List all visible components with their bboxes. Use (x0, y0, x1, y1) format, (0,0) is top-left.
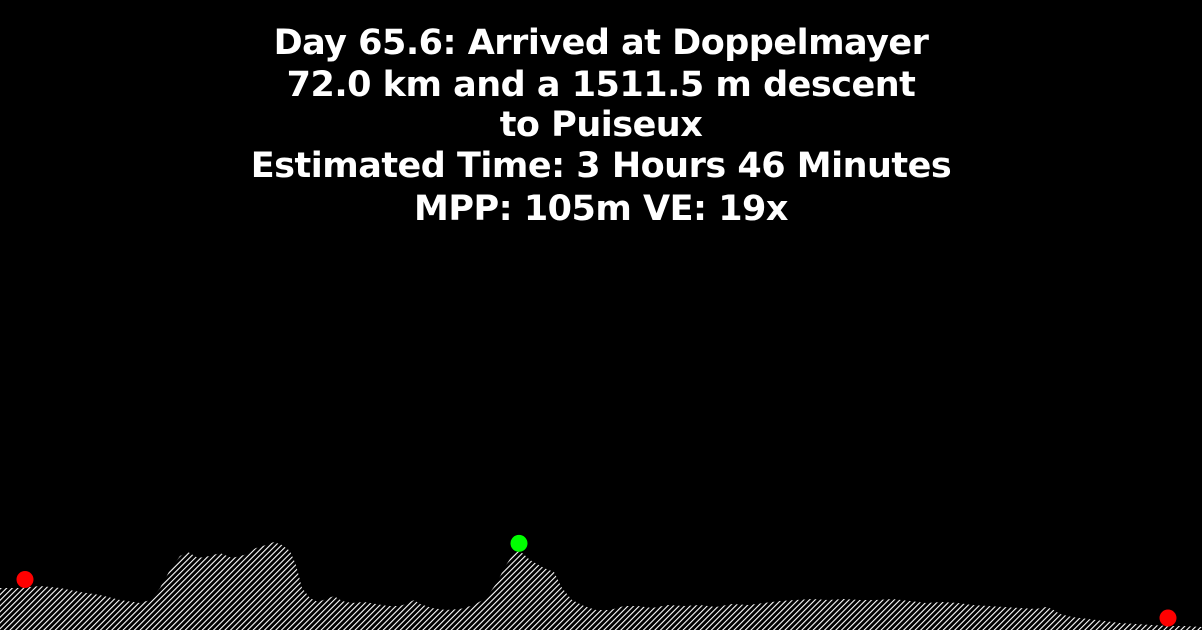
end-marker (1159, 609, 1177, 627)
start-marker (16, 571, 34, 588)
headline: Day 65.6: Arrived at Doppelmayer 72.0 km… (0, 22, 1202, 231)
headline-scale-info: MPP: 105m VE: 19x (414, 189, 789, 229)
headline-distance-descent: 72.0 km and a 1511.5 m descent (286, 65, 916, 105)
terrain-silhouette (0, 542, 1202, 630)
route-markers (16, 534, 1177, 627)
headline-estimated-time: Estimated Time: 3 Hours 46 Minutes (250, 146, 952, 186)
headline-next-stop: to Puiseux (499, 105, 703, 145)
highpoint-marker (510, 534, 528, 552)
headline-day-destination: Day 65.6: Arrived at Doppelmayer (273, 23, 929, 63)
